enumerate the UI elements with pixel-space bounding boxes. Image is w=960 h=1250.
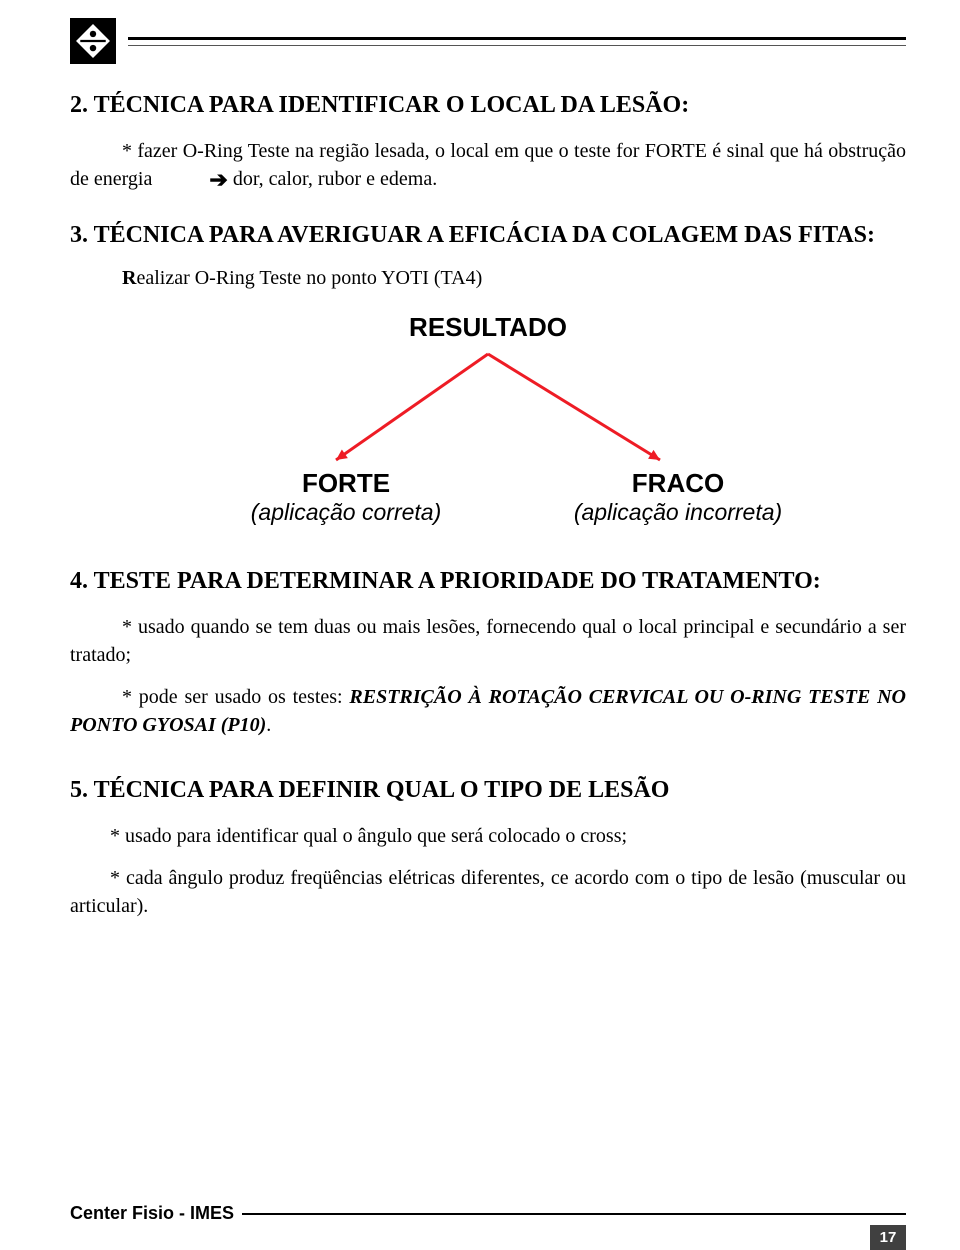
section2-title: 2. TÉCNICA PARA IDENTIFICAR O LOCAL DA L… xyxy=(70,92,906,119)
section4-bullet2: * pode ser usado os testes: RESTRIÇÃO À … xyxy=(70,683,906,739)
diagram-arrows xyxy=(128,348,848,468)
footer-label: Center Fisio - IMES xyxy=(70,1203,242,1224)
footer-rule xyxy=(242,1213,906,1215)
page-footer: Center Fisio - IMES xyxy=(70,1203,906,1224)
section4-b2-suffix: . xyxy=(266,714,271,736)
fraco-sub: (aplicação incorreta) xyxy=(528,499,828,526)
section3-r: R xyxy=(122,267,136,289)
document-page: 2. TÉCNICA PARA IDENTIFICAR O LOCAL DA L… xyxy=(0,0,960,1250)
section5-title: 5. TÉCNICA PARA DEFINIR QUAL O TIPO DE L… xyxy=(70,777,906,804)
branch-forte: FORTE (aplicação correta) xyxy=(216,468,476,526)
diagram-resultado: RESULTADO xyxy=(409,312,567,343)
page-header xyxy=(70,18,906,64)
section4-bullet1: * usado quando se tem duas ou mais lesõe… xyxy=(70,613,906,669)
section4-b2-prefix: * pode ser usado os testes: xyxy=(122,686,349,708)
logo xyxy=(70,18,116,64)
section5-bullet2: * cada ângulo produz freqüências elétric… xyxy=(70,864,906,920)
forte-label: FORTE xyxy=(216,468,476,499)
fraco-label: FRACO xyxy=(528,468,828,499)
section5-bullet1: * usado para identificar qual o ângulo q… xyxy=(70,822,906,850)
section3-rest: ealizar O-Ring Teste no ponto YOTI (TA4) xyxy=(136,267,482,289)
section2-body: * fazer O-Ring Teste na região lesada, o… xyxy=(70,137,906,196)
arrow-icon: ➔ xyxy=(157,165,227,196)
forte-sub: (aplicação correta) xyxy=(216,499,476,526)
result-diagram: RESULTADO FORTE (aplicação correta) FRAC… xyxy=(128,312,848,542)
section2-text-b: dor, calor, rubor e edema. xyxy=(233,168,437,190)
section4-title: 4. TESTE PARA DETERMINAR A PRIORIDADE DO… xyxy=(70,568,906,595)
branch-fraco: FRACO (aplicação incorreta) xyxy=(528,468,828,526)
header-rule xyxy=(128,37,906,46)
section3-body: Realizar O-Ring Teste no ponto YOTI (TA4… xyxy=(122,267,906,290)
section3-title: 3. TÉCNICA PARA AVERIGUAR A EFICÁCIA DA … xyxy=(70,222,906,249)
page-number: 17 xyxy=(870,1225,906,1250)
